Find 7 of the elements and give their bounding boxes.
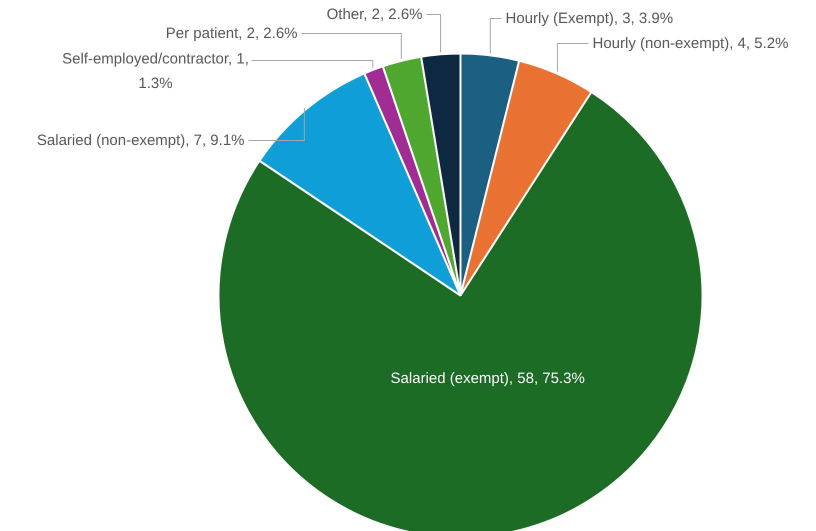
slice-label: Self-employed/contractor, 1, 1.3%: [62, 50, 249, 92]
slice-label: Hourly (non-exempt), 4, 5.2%: [592, 35, 788, 52]
slice-label: Hourly (Exempt), 3, 3.9%: [506, 10, 674, 27]
slice-label: Per patient, 2, 2.6%: [166, 25, 298, 42]
slice-label: Other, 2, 2.6%: [326, 6, 422, 23]
slice-label: Salaried (exempt), 58, 75.3%: [390, 370, 585, 387]
slice-label: Salaried (non-exempt), 7, 9.1%: [36, 132, 245, 149]
